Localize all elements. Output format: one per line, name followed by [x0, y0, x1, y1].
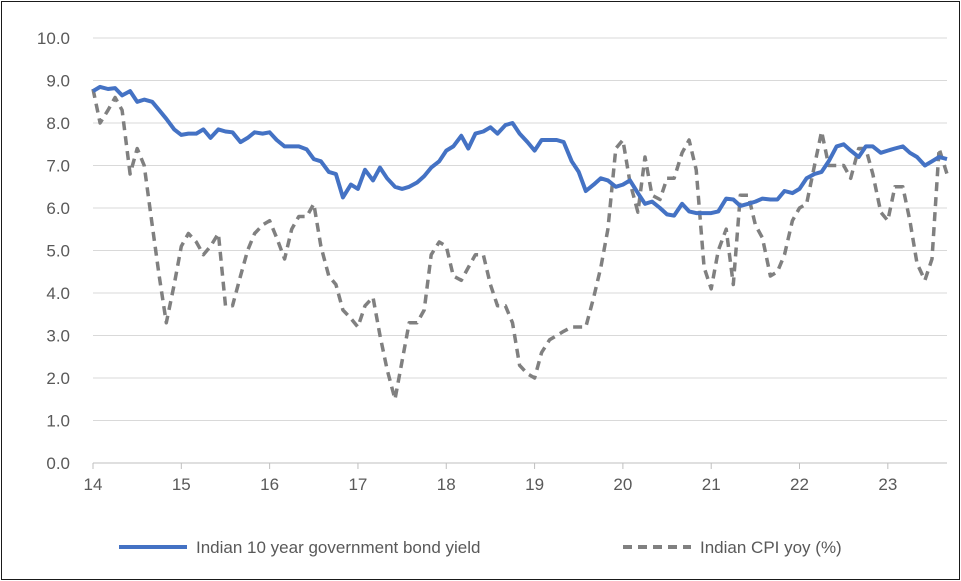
legend-label-bond-yield: Indian 10 year government bond yield [196, 538, 480, 557]
x-axis-tick-labels: 14 15 16 17 18 19 20 21 22 23 [84, 475, 898, 494]
x-tick-label: 17 [348, 475, 367, 494]
x-tick-label: 18 [437, 475, 456, 494]
x-tick-label: 14 [84, 475, 103, 494]
x-tick-label: 16 [260, 475, 279, 494]
y-tick-label: 6.0 [46, 199, 70, 218]
gridlines [93, 37, 947, 421]
y-tick-label: 4.0 [46, 284, 70, 303]
y-tick-label: 9.0 [46, 72, 70, 91]
x-tick-label: 22 [790, 475, 809, 494]
y-tick-label: 1.0 [46, 412, 70, 431]
x-tick-label: 23 [878, 475, 897, 494]
legend-label-cpi: Indian CPI yoy (%) [700, 538, 842, 557]
x-tick-label: 15 [172, 475, 191, 494]
x-tick-label: 20 [613, 475, 632, 494]
y-tick-label: 10.0 [37, 29, 70, 48]
legend: Indian 10 year government bond yield Ind… [119, 538, 842, 557]
x-tick-label: 21 [702, 475, 721, 494]
y-tick-label: 8.0 [46, 114, 70, 133]
y-axis-tick-labels: 0.0 1.0 2.0 3.0 4.0 5.0 6.0 7.0 8.0 9.0 10.0 [37, 29, 70, 473]
series-line-bond-yield [91, 84, 948, 218]
y-tick-label: 5.0 [46, 242, 70, 261]
y-tick-label: 7.0 [46, 157, 70, 176]
y-tick-label: 2.0 [46, 369, 70, 388]
series-lines [91, 84, 949, 402]
y-tick-label: 0.0 [46, 454, 70, 473]
y-tick-label: 3.0 [46, 327, 70, 346]
x-axis [92, 462, 947, 469]
x-tick-label: 19 [525, 475, 544, 494]
series-line-cpi [91, 88, 949, 402]
